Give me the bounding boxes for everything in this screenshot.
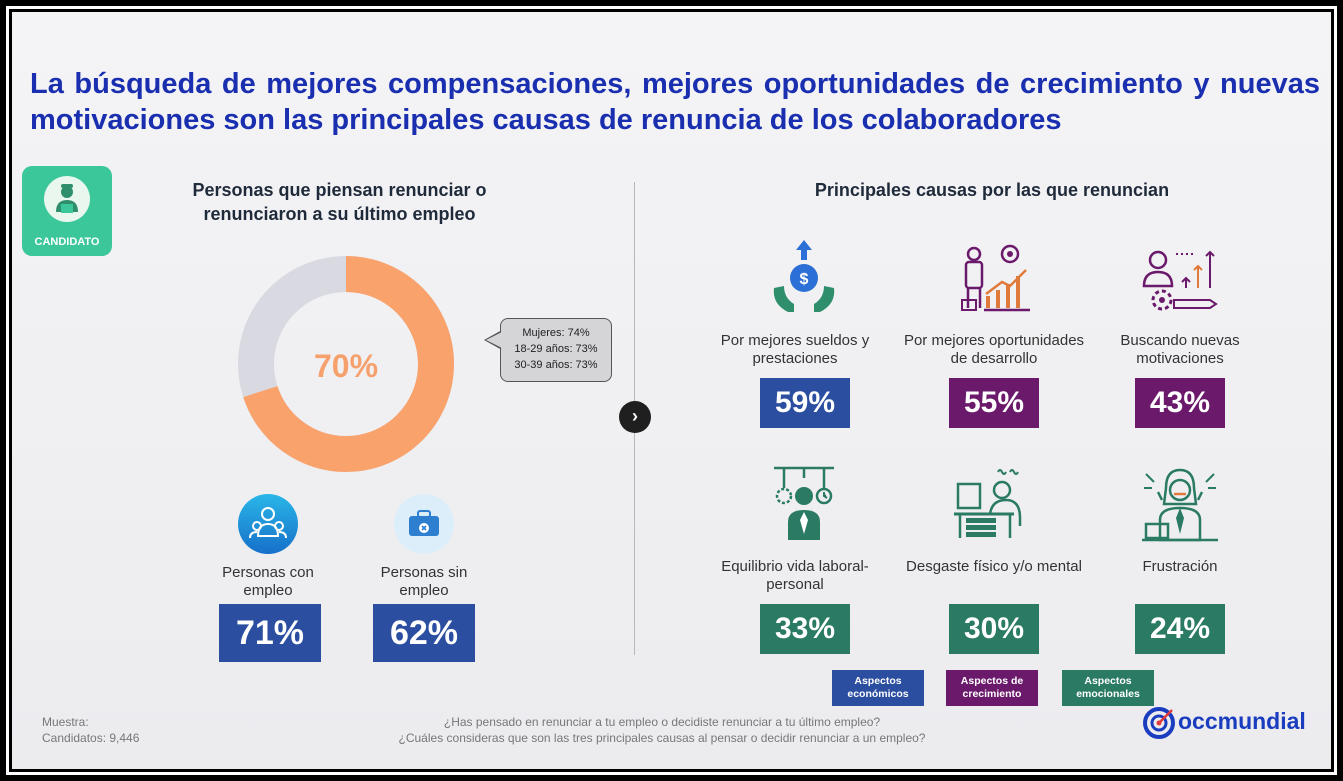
- donut-value-label: 70%: [313, 348, 379, 384]
- legend-crecimiento: Aspectos de crecimiento: [946, 670, 1038, 706]
- callout-line: Mujeres: 74%: [522, 327, 590, 339]
- stat-value-unemployed: 62%: [373, 604, 475, 662]
- sample-value: Candidatos: 9,446: [42, 731, 140, 745]
- left-section-title: Personas que piensan renunciar o renunci…: [192, 180, 487, 224]
- cause-value-equilibrio: 33%: [760, 604, 850, 654]
- cause-label-sueldos: Por mejores sueldos y prestaciones: [720, 332, 870, 367]
- employed-people-icon: [238, 494, 298, 554]
- growth-presentation-icon: [954, 238, 1034, 323]
- cause-label-equilibrio: Equilibrio vida laboral-personal: [721, 558, 869, 593]
- cause-value-desarrollo: 55%: [949, 378, 1039, 428]
- target-logo-icon: [1143, 707, 1175, 739]
- sample-label: Muestra:: [42, 715, 89, 729]
- briefcase-x-icon: [394, 494, 454, 554]
- motivation-arrows-icon: [1140, 238, 1220, 323]
- donut-value-segment: [238, 256, 454, 472]
- right-section-title: Principales causas por las que renuncian: [814, 180, 1170, 200]
- callout-line: 30-39 años: 73%: [514, 359, 598, 371]
- money-hands-icon: $: [768, 238, 840, 323]
- slide-title: La búsqueda de mejores compensaciones, m…: [30, 68, 1320, 136]
- stat-label-unemployed: Personas sin empleo: [380, 564, 468, 599]
- survey-question-1: ¿Has pensado en renunciar a tu empleo o …: [443, 715, 881, 729]
- cause-label-frustracion: Frustración: [1142, 558, 1218, 575]
- cause-label-desarrollo: Por mejores oportunidades de desarrollo: [903, 332, 1085, 367]
- cause-value-motivaciones: 43%: [1135, 378, 1225, 428]
- svg-text:$: $: [800, 271, 809, 288]
- slide: La búsqueda de mejores compensaciones, m…: [12, 12, 1331, 769]
- logo-text: occmundial: [1178, 708, 1306, 734]
- legend-economicos: Aspectos económicos: [832, 670, 924, 706]
- sample-note: Muestra: Candidatos: 9,446: [42, 714, 139, 746]
- frustrated-person-icon: [1140, 464, 1220, 549]
- chevron-right-icon[interactable]: ›: [619, 401, 651, 433]
- cause-label-desgaste: Desgaste físico y/o mental: [906, 558, 1082, 575]
- survey-questions: ¿Has pensado en renunciar a tu empleo o …: [352, 714, 972, 746]
- candidate-icon: [44, 176, 90, 222]
- cause-value-frustracion: 24%: [1135, 604, 1225, 654]
- candidate-label: CANDIDATO: [34, 236, 100, 248]
- tired-worker-icon: [950, 464, 1030, 549]
- demographics-callout: Mujeres: 74% 18-29 años: 73% 30-39 años:…: [500, 318, 612, 382]
- survey-question-2: ¿Cuáles consideras que son las tres prin…: [398, 731, 926, 745]
- legend-emocionales: Aspectos emocionales: [1062, 670, 1154, 706]
- cause-label-motivaciones: Buscando nuevas motivaciones: [1120, 332, 1240, 367]
- cause-value-sueldos: 59%: [760, 378, 850, 428]
- callout-tail-fill: [486, 332, 502, 348]
- occmundial-logo: occmundial: [1142, 704, 1322, 740]
- stat-label-employed: Personas con empleo: [222, 564, 314, 599]
- stat-value-employed: 71%: [219, 604, 321, 662]
- balance-person-icon: [764, 464, 844, 549]
- donut-chart: [238, 256, 454, 472]
- cause-value-desgaste: 30%: [949, 604, 1039, 654]
- callout-line: 18-29 años: 73%: [514, 343, 598, 355]
- candidate-badge: CANDIDATO: [22, 166, 112, 256]
